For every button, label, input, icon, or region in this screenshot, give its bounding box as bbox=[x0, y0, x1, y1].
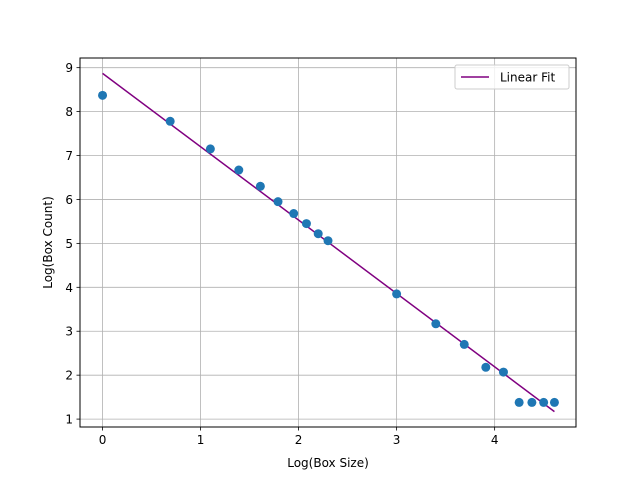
x-axis-ticks: 0 1 2 3 4 bbox=[99, 427, 499, 447]
x-tick-label: 4 bbox=[491, 433, 499, 447]
y-tick-label: 2 bbox=[65, 369, 73, 383]
data-point bbox=[549, 397, 559, 407]
y-tick-label: 6 bbox=[65, 193, 73, 207]
data-point bbox=[289, 209, 299, 219]
y-tick-label: 1 bbox=[65, 413, 73, 427]
data-point bbox=[98, 90, 108, 100]
data-point bbox=[431, 319, 441, 329]
x-tick-label: 1 bbox=[197, 433, 205, 447]
data-point bbox=[205, 144, 215, 154]
legend: Linear Fit bbox=[454, 64, 570, 90]
data-point bbox=[301, 219, 311, 229]
y-tick-label: 4 bbox=[65, 281, 73, 295]
y-tick-label: 8 bbox=[65, 105, 73, 119]
y-tick-label: 5 bbox=[65, 237, 73, 251]
legend-label-linear-fit: Linear Fit bbox=[500, 71, 555, 85]
data-point bbox=[514, 397, 524, 407]
data-point bbox=[498, 367, 508, 377]
data-point bbox=[255, 181, 265, 191]
data-point bbox=[165, 116, 175, 126]
y-axis-label: Log(Box Count) bbox=[41, 196, 55, 289]
data-point bbox=[234, 165, 244, 175]
y-tick-label: 7 bbox=[65, 149, 73, 163]
y-tick-label: 3 bbox=[65, 325, 73, 339]
data-point bbox=[323, 236, 333, 246]
legend-box bbox=[454, 64, 570, 90]
x-tick-label: 2 bbox=[295, 433, 303, 447]
plot-area-frame bbox=[79, 57, 577, 428]
x-axis-label: Log(Box Size) bbox=[287, 456, 369, 470]
data-point bbox=[481, 362, 491, 372]
data-point bbox=[273, 197, 283, 207]
data-point bbox=[459, 339, 469, 349]
data-point bbox=[313, 229, 323, 239]
y-axis-ticks: 1 2 3 4 5 6 7 8 9 bbox=[65, 61, 80, 427]
scatter-points bbox=[98, 90, 559, 407]
x-tick-label: 3 bbox=[393, 433, 401, 447]
data-point bbox=[392, 289, 402, 299]
x-tick-label: 0 bbox=[99, 433, 107, 447]
data-point bbox=[527, 397, 537, 407]
y-tick-label: 9 bbox=[65, 61, 73, 75]
data-point bbox=[539, 397, 549, 407]
